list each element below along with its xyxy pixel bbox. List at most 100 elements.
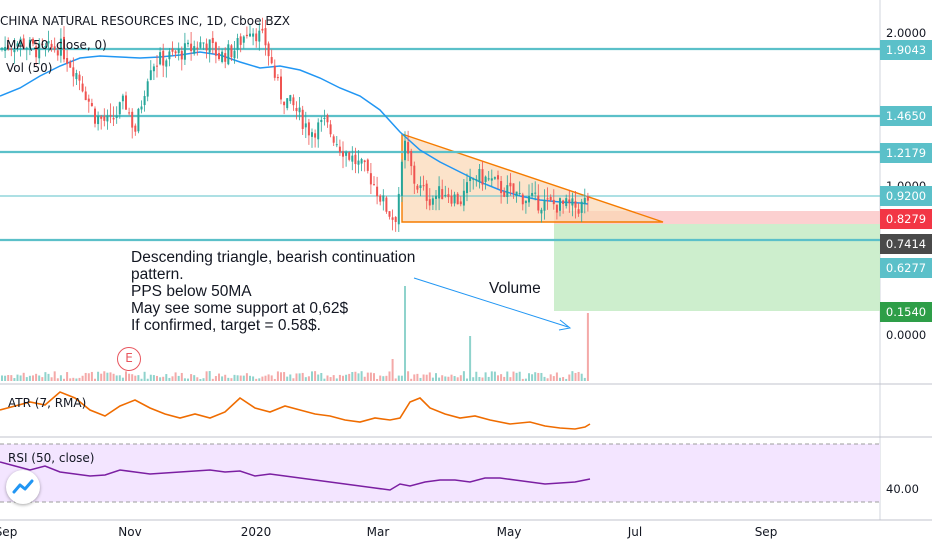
candle-body <box>193 46 196 54</box>
candle-body <box>94 108 96 124</box>
candle-body <box>168 51 171 60</box>
candle-body <box>487 178 490 180</box>
volume-bar <box>276 371 279 381</box>
volume-bar <box>317 374 320 381</box>
volume-bar <box>311 371 313 381</box>
volume-bar <box>354 371 357 381</box>
volume-bars-group <box>1 286 589 381</box>
candle-body <box>97 115 100 125</box>
candle-body <box>286 98 289 109</box>
candle-body <box>497 175 499 180</box>
candle-body <box>481 169 484 185</box>
position-target-zone <box>554 224 880 311</box>
candle-body <box>478 168 481 183</box>
candle-body <box>459 201 462 205</box>
candle-body <box>512 183 515 194</box>
candle-body <box>159 52 162 65</box>
candle-body <box>261 28 264 31</box>
volume-bar <box>456 377 459 381</box>
volume-bar <box>283 372 286 381</box>
candle-body <box>493 177 496 179</box>
volume-arrow <box>413 277 569 328</box>
candle-body <box>66 58 69 64</box>
candle-body <box>534 192 537 194</box>
tradingview-logo[interactable] <box>6 470 40 504</box>
volume-bar <box>453 376 456 381</box>
volume-bar <box>180 372 183 381</box>
candle-body <box>255 33 258 42</box>
candle-body <box>416 185 419 190</box>
rsi-legend[interactable]: RSI (50, close) <box>8 451 95 465</box>
ma-legend[interactable]: MA (50, close, 0) <box>6 38 107 52</box>
volume-bar <box>478 377 481 381</box>
volume-bar <box>571 371 574 381</box>
candle-body <box>329 124 332 135</box>
volume-bar <box>528 373 530 381</box>
volume-bar <box>193 375 196 381</box>
candle-body <box>276 77 279 79</box>
volume-bar <box>466 378 468 381</box>
candle-body <box>524 200 527 204</box>
volume-bar <box>249 375 251 381</box>
candle-body <box>404 140 406 161</box>
time-label-sep-2: Sep <box>754 525 778 539</box>
candle-body <box>72 67 75 77</box>
volume-legend[interactable]: Vol (50) <box>6 61 53 75</box>
candle-body <box>13 49 16 53</box>
volume-bar <box>565 378 568 381</box>
candle-body <box>407 142 410 154</box>
candle-body <box>506 185 509 198</box>
volume-bar <box>97 371 100 381</box>
volume-bar <box>552 376 555 381</box>
volume-bar <box>53 371 56 381</box>
atr-legend[interactable]: ATR (7, RMA) <box>8 396 87 410</box>
volume-bar <box>410 378 413 381</box>
volume-bar <box>94 378 96 381</box>
descending-triangle <box>401 133 664 223</box>
volume-bar <box>242 375 245 381</box>
candle-body <box>450 195 453 204</box>
candle-body <box>264 28 267 46</box>
time-label-may: May <box>496 525 522 539</box>
candle-body <box>32 38 34 44</box>
earnings-marker[interactable]: E <box>117 347 141 371</box>
candle-body <box>128 112 131 114</box>
candle-body <box>249 33 251 37</box>
candle-body <box>280 76 282 100</box>
volume-bar <box>543 376 546 381</box>
volume-bar <box>450 374 453 381</box>
candle-body <box>171 48 174 52</box>
candle-body <box>521 194 524 205</box>
volume-bar <box>252 376 255 381</box>
volume-bar <box>81 375 84 381</box>
candle-body <box>351 155 354 162</box>
volume-bar <box>484 372 487 381</box>
candle-body <box>214 42 217 56</box>
volume-bar <box>41 377 44 381</box>
candle-body <box>81 83 84 92</box>
volume-bar <box>360 371 363 381</box>
ma-line <box>0 51 589 205</box>
candle-body <box>44 45 47 48</box>
candle-body <box>125 95 127 110</box>
candle-body <box>515 191 518 196</box>
candle-body <box>242 36 245 43</box>
volume-bar <box>174 372 177 381</box>
candle-body <box>115 115 118 118</box>
candle-body <box>577 209 580 214</box>
candle-body <box>35 46 38 58</box>
candle-body <box>311 132 313 137</box>
volume-bar <box>183 378 186 381</box>
volume-bar <box>90 371 93 381</box>
candle-body <box>583 197 586 205</box>
candle-body <box>112 118 115 120</box>
candle-body <box>1 48 3 50</box>
volume-bar <box>568 374 571 381</box>
candle-body <box>373 184 375 186</box>
volume-bar <box>75 378 78 381</box>
volume-bar <box>546 378 549 381</box>
candle-body <box>332 136 335 143</box>
volume-bar <box>162 376 165 381</box>
candle-body <box>447 194 450 198</box>
